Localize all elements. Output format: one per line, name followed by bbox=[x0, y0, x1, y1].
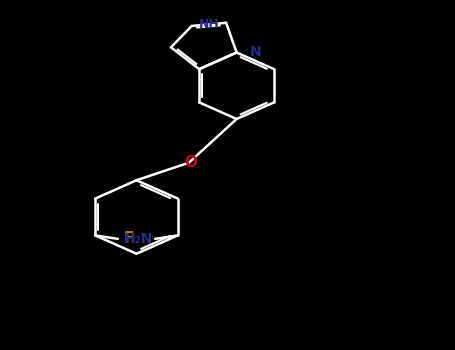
Text: N: N bbox=[249, 45, 261, 59]
Text: H₂N: H₂N bbox=[124, 232, 153, 246]
Text: F: F bbox=[123, 231, 134, 246]
Text: O: O bbox=[185, 155, 197, 170]
Text: NH: NH bbox=[198, 18, 219, 31]
